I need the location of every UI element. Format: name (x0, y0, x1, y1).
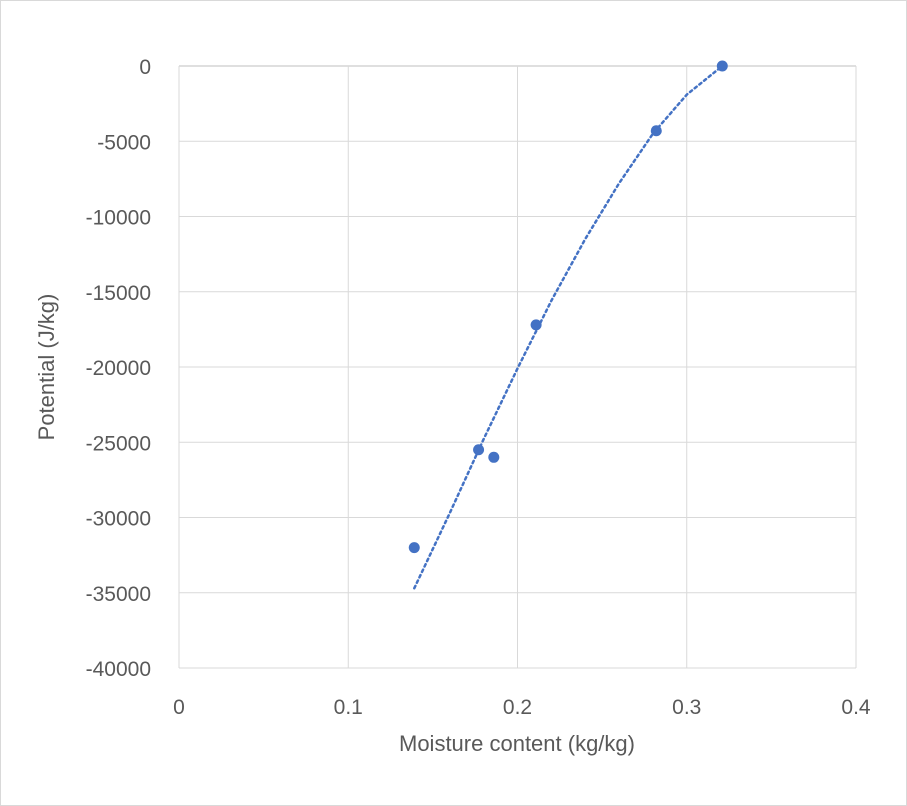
y-tick-labels: -40000 -35000 -30000 -25000 -20000 -15000 -100… (86, 56, 151, 681)
y-tick-label: -35000 (86, 583, 151, 606)
gridlines (178, 65, 857, 669)
x-tick-labels: 0 0.1 0.2 0.3 0.4 (173, 696, 871, 719)
y-tick-label: -25000 (86, 432, 151, 455)
data-points (408, 60, 728, 554)
data-point (408, 542, 420, 554)
y-axis-title: Potential (J/kg) (34, 294, 59, 441)
y-tick-label: -40000 (86, 658, 151, 681)
y-tick-label: 0 (139, 56, 151, 79)
trendline-group (413, 64, 724, 590)
x-tick-label: 0.3 (672, 696, 701, 719)
x-tick-label: 0.4 (841, 696, 871, 719)
x-axis-title: Moisture content (kg/kg) (399, 731, 635, 756)
x-tick-label: 0.2 (503, 696, 532, 719)
data-point (716, 60, 728, 72)
data-point (473, 444, 485, 456)
data-point (650, 125, 662, 137)
y-tick-label: -15000 (86, 282, 151, 305)
x-tick-label: 0 (173, 696, 185, 719)
data-point (488, 451, 500, 463)
y-tick-label: -10000 (86, 207, 151, 230)
y-tick-label: -20000 (86, 357, 151, 380)
x-tick-label: 0.1 (334, 696, 363, 719)
y-tick-label: -30000 (86, 508, 151, 531)
y-tick-label: -5000 (97, 131, 151, 154)
data-point (530, 319, 542, 331)
trendline (413, 64, 724, 590)
